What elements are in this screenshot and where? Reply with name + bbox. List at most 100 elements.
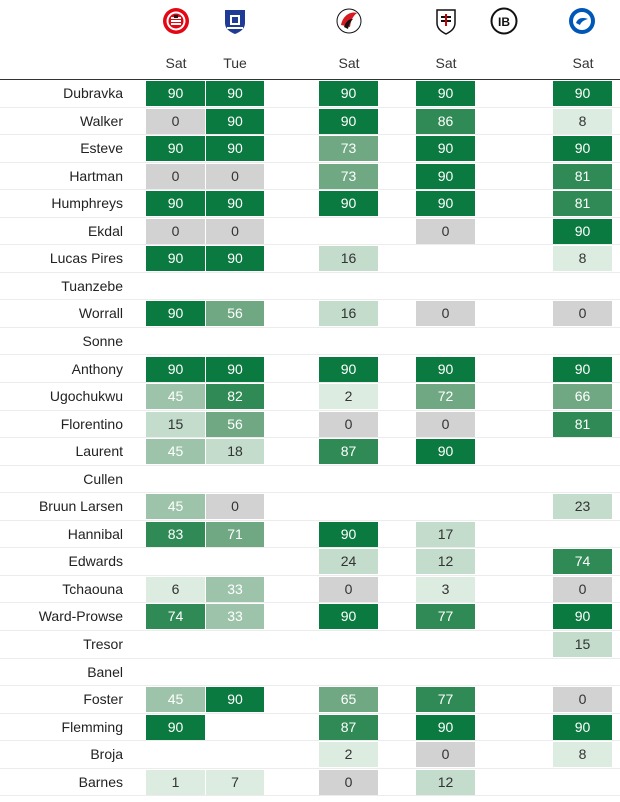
minutes-cell: 73 — [319, 163, 378, 189]
minutes-cell: 33 — [206, 604, 264, 630]
minutes-cell: 90 — [146, 356, 205, 382]
table-row: Dubravka 90 90 90 90 90 — [0, 80, 620, 108]
table-row: Bruun Larsen 45 0 23 — [0, 493, 620, 521]
player-name: Laurent — [75, 443, 123, 460]
player-name: Lucas Pires — [49, 250, 123, 267]
minutes-cell: 87 — [319, 714, 378, 740]
minutes-cell: 0 — [319, 411, 378, 437]
fulham-crest-icon — [436, 9, 456, 35]
minutes-cell: 72 — [416, 384, 475, 410]
day-label: Tue — [223, 55, 247, 71]
minutes-cell: 82 — [206, 384, 264, 410]
minutes-cell: 90 — [416, 191, 475, 217]
day-label: Sat — [338, 55, 360, 71]
ipswich-crest-icon: IB — [490, 7, 518, 35]
minutes-cell: 90 — [146, 246, 205, 272]
player-name: Ekdal — [87, 222, 123, 239]
table-row: Tresor 15 — [0, 631, 620, 659]
minutes-cell: 90 — [146, 301, 205, 327]
table-row: Foster 45 90 65 77 0 — [0, 686, 620, 714]
minutes-cell: 0 — [416, 411, 475, 437]
bournemouth-crest-icon — [336, 8, 362, 34]
table-row: Hartman 0 0 73 90 81 — [0, 163, 620, 191]
table-row: Ugochukwu 45 82 2 72 66 — [0, 383, 620, 411]
table-row: Edwards 24 12 74 — [0, 548, 620, 576]
minutes-cell: 90 — [553, 136, 612, 162]
table-row: Esteve 90 90 73 90 90 — [0, 135, 620, 163]
minutes-cell: 17 — [416, 521, 475, 547]
player-name: Hannibal — [67, 525, 123, 542]
minutes-cell: 90 — [146, 191, 205, 217]
table-row: Ekdal 0 0 0 90 — [0, 218, 620, 246]
header-divider — [0, 79, 620, 80]
minutes-cell: 66 — [553, 384, 612, 410]
table-row: Walker 0 90 90 86 8 — [0, 108, 620, 136]
minutes-cell: 77 — [416, 687, 475, 713]
table-row: Lucas Pires 90 90 16 8 — [0, 245, 620, 273]
player-name: Banel — [87, 663, 123, 680]
table-row: Florentino 15 56 0 0 81 — [0, 411, 620, 439]
player-name: Ugochukwu — [49, 388, 123, 405]
table-row: Tchaouna 6 33 0 3 0 — [0, 576, 620, 604]
minutes-cell: 8 — [553, 246, 612, 272]
minutes-cell: 0 — [416, 218, 475, 244]
player-name: Humphreys — [51, 195, 123, 212]
player-name: Esteve — [80, 140, 123, 157]
table-row: Barnes 1 7 0 12 — [0, 769, 620, 797]
table-row: Worrall 90 56 16 0 0 — [0, 300, 620, 328]
brentford-crest-icon — [163, 8, 189, 34]
minutes-cell: 18 — [206, 439, 264, 465]
table-row: Laurent 45 18 87 90 — [0, 438, 620, 466]
minutes-cell: 73 — [319, 136, 378, 162]
player-name: Worrall — [78, 305, 123, 322]
minutes-cell: 0 — [553, 301, 612, 327]
minutes-cell: 0 — [146, 163, 205, 189]
minutes-cell: 2 — [319, 384, 378, 410]
minutes-cell: 90 — [553, 604, 612, 630]
minutes-cell: 15 — [146, 411, 205, 437]
minutes-cell: 90 — [146, 714, 205, 740]
player-name: Flemming — [61, 718, 123, 735]
player-name: Hartman — [69, 167, 123, 184]
minutes-cell: 90 — [553, 218, 612, 244]
fixture-header: IB Sat Tue Sat Sat Sat — [0, 0, 620, 80]
minutes-cell: 81 — [553, 163, 612, 189]
table-row: Tuanzebe — [0, 273, 620, 301]
player-name: Tresor — [83, 636, 123, 652]
minutes-cell: 33 — [206, 576, 264, 602]
minutes-cell: 45 — [146, 494, 205, 520]
minutes-cell: 90 — [319, 81, 378, 106]
minutes-cell: 0 — [416, 301, 475, 327]
minutes-cell: 23 — [553, 494, 612, 520]
minutes-cell: 45 — [146, 687, 205, 713]
minutes-cell: 45 — [146, 384, 205, 410]
minutes-cell: 45 — [146, 439, 205, 465]
minutes-cell: 24 — [319, 549, 378, 575]
player-name: Bruun Larsen — [38, 498, 123, 515]
ipswich-crest-text: IB — [498, 15, 510, 29]
minutes-cell: 0 — [206, 218, 264, 244]
player-name: Dubravka — [63, 85, 123, 101]
table-row: Broja 2 0 8 — [0, 741, 620, 769]
minutes-cell: 0 — [206, 163, 264, 189]
table-row: Flemming 90 87 90 90 — [0, 714, 620, 742]
minutes-cell: 90 — [206, 246, 264, 272]
player-name: Foster — [83, 691, 123, 708]
minutes-cell: 90 — [319, 604, 378, 630]
minutes-cell: 90 — [553, 356, 612, 382]
table-row: Banel — [0, 659, 620, 687]
minutes-cell: 16 — [319, 246, 378, 272]
table-row: Hannibal 83 71 90 17 — [0, 521, 620, 549]
player-name: Barnes — [78, 773, 123, 790]
minutes-cell: 12 — [416, 549, 475, 575]
minutes-cell: 86 — [416, 108, 475, 134]
minutes-cell: 0 — [319, 576, 378, 602]
player-name: Edwards — [68, 553, 123, 570]
player-name: Sonne — [82, 332, 123, 349]
minutes-cell: 8 — [553, 108, 612, 134]
minutes-cell: 8 — [553, 742, 612, 768]
day-label: Sat — [435, 55, 457, 71]
minutes-cell: 71 — [206, 521, 264, 547]
minutes-cell: 0 — [319, 769, 378, 795]
player-name: Cullen — [83, 470, 123, 487]
